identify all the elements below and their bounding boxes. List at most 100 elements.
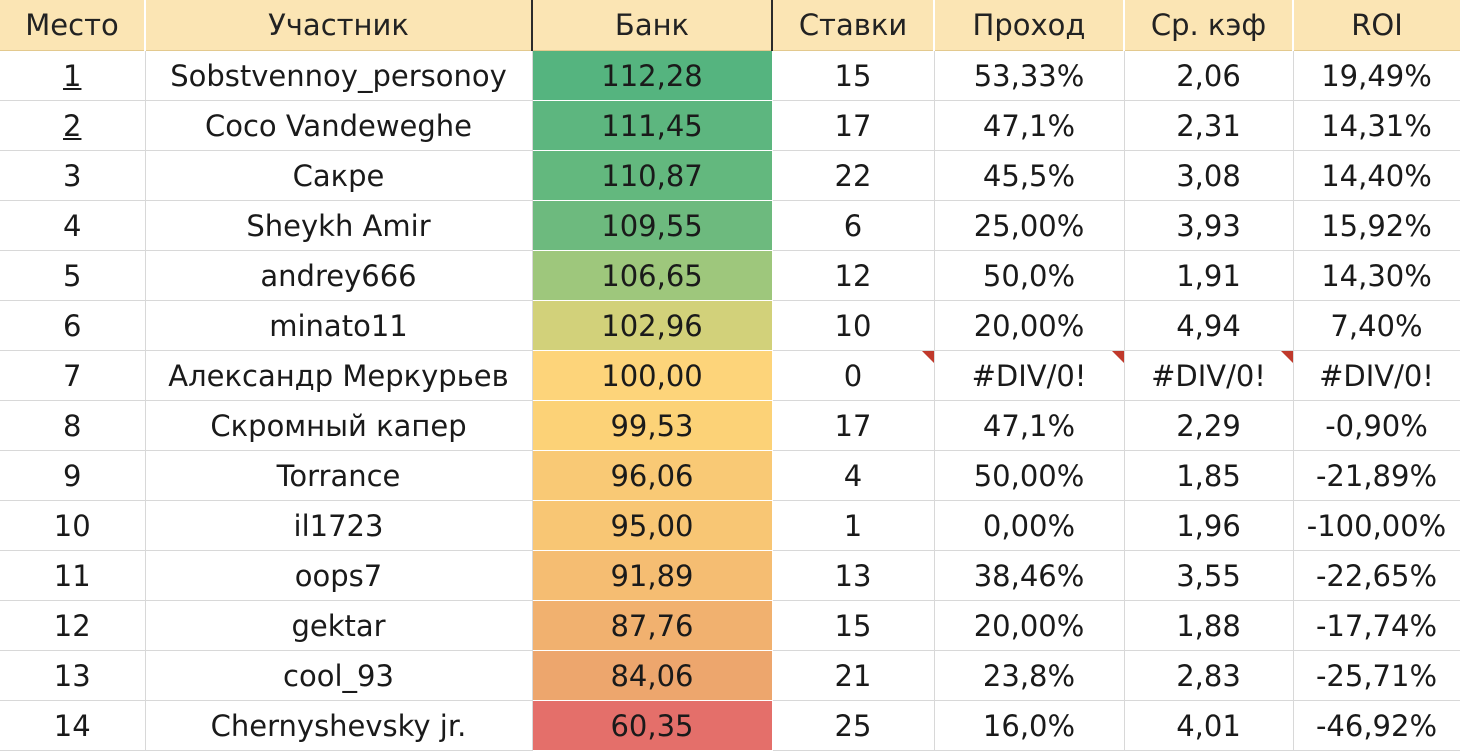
- pass-rate-cell[interactable]: 23,8%: [934, 650, 1125, 701]
- participant-cell[interactable]: andrey666: [145, 250, 533, 301]
- roi-cell[interactable]: -25,71%: [1293, 650, 1460, 701]
- place-cell[interactable]: 6: [0, 300, 146, 351]
- place-cell[interactable]: 4: [0, 200, 146, 251]
- bank-cell[interactable]: 102,96: [532, 300, 773, 351]
- roi-cell[interactable]: 14,30%: [1293, 250, 1460, 301]
- bets-cell[interactable]: 6: [772, 200, 935, 251]
- participant-cell[interactable]: Torrance: [145, 450, 533, 501]
- pass-rate-cell[interactable]: 0,00%: [934, 500, 1125, 551]
- pass-rate-cell[interactable]: 47,1%: [934, 100, 1125, 151]
- header-roi[interactable]: ROI: [1292, 0, 1460, 51]
- participant-cell[interactable]: Coco Vandeweghe: [145, 100, 533, 151]
- avg-odds-cell[interactable]: #DIV/0!: [1124, 350, 1294, 401]
- participant-cell[interactable]: cool_93: [145, 650, 533, 701]
- participant-cell[interactable]: minato11: [145, 300, 533, 351]
- place-cell[interactable]: 5: [0, 250, 146, 301]
- bank-cell[interactable]: 96,06: [532, 450, 773, 501]
- bets-cell[interactable]: 15: [772, 50, 935, 101]
- pass-rate-cell[interactable]: 53,33%: [934, 50, 1125, 101]
- bets-cell[interactable]: 4: [772, 450, 935, 501]
- roi-cell[interactable]: 19,49%: [1293, 50, 1460, 101]
- comment-indicator[interactable]: [1111, 351, 1124, 363]
- bets-cell[interactable]: 17: [772, 100, 935, 151]
- participant-cell[interactable]: Sheykh Amir: [145, 200, 533, 251]
- participant-cell[interactable]: oops7: [145, 550, 533, 601]
- bank-cell[interactable]: 99,53: [532, 400, 773, 451]
- place-cell[interactable]: 12: [0, 600, 146, 651]
- header-place[interactable]: Место: [0, 0, 145, 51]
- bets-cell[interactable]: 10: [772, 300, 935, 351]
- bank-cell[interactable]: 95,00: [532, 500, 773, 551]
- pass-rate-cell[interactable]: 47,1%: [934, 400, 1125, 451]
- pass-rate-cell[interactable]: 50,0%: [934, 250, 1125, 301]
- place-cell[interactable]: 10: [0, 500, 146, 551]
- participant-cell[interactable]: Sobstvennoy_personoy: [145, 50, 533, 101]
- avg-odds-cell[interactable]: 1,91: [1124, 250, 1294, 301]
- bank-cell[interactable]: 109,55: [532, 200, 773, 251]
- roi-cell[interactable]: 7,40%: [1293, 300, 1460, 351]
- bank-cell[interactable]: 110,87: [532, 150, 773, 201]
- bank-cell[interactable]: 91,89: [532, 550, 773, 601]
- participant-cell[interactable]: gektar: [145, 600, 533, 651]
- avg-odds-cell[interactable]: 2,83: [1124, 650, 1294, 701]
- place-cell[interactable]: 9: [0, 450, 146, 501]
- bets-cell[interactable]: 0: [772, 350, 935, 401]
- bets-cell[interactable]: 15: [772, 600, 935, 651]
- bank-cell[interactable]: 60,35: [532, 700, 773, 751]
- pass-rate-cell[interactable]: 20,00%: [934, 300, 1125, 351]
- bets-cell[interactable]: 12: [772, 250, 935, 301]
- participant-cell[interactable]: Александр Меркурьев: [145, 350, 533, 401]
- participant-cell[interactable]: il1723: [145, 500, 533, 551]
- avg-odds-cell[interactable]: 3,55: [1124, 550, 1294, 601]
- avg-odds-cell[interactable]: 3,93: [1124, 200, 1294, 251]
- roi-cell[interactable]: -21,89%: [1293, 450, 1460, 501]
- pass-rate-cell[interactable]: 20,00%: [934, 600, 1125, 651]
- header-avg-odds[interactable]: Ср. кэф: [1123, 0, 1293, 51]
- roi-cell[interactable]: -22,65%: [1293, 550, 1460, 601]
- pass-rate-cell[interactable]: 45,5%: [934, 150, 1125, 201]
- avg-odds-cell[interactable]: 4,01: [1124, 700, 1294, 751]
- bets-cell[interactable]: 21: [772, 650, 935, 701]
- avg-odds-cell[interactable]: 4,94: [1124, 300, 1294, 351]
- bank-cell[interactable]: 111,45: [532, 100, 773, 151]
- place-cell[interactable]: 13: [0, 650, 146, 701]
- comment-indicator[interactable]: [1280, 351, 1293, 363]
- pass-rate-cell[interactable]: 50,00%: [934, 450, 1125, 501]
- roi-cell[interactable]: -100,00%: [1293, 500, 1460, 551]
- avg-odds-cell[interactable]: 2,31: [1124, 100, 1294, 151]
- participant-cell[interactable]: Сакре: [145, 150, 533, 201]
- avg-odds-cell[interactable]: 1,88: [1124, 600, 1294, 651]
- bets-cell[interactable]: 22: [772, 150, 935, 201]
- participant-cell[interactable]: Chernyshevsky jr.: [145, 700, 533, 751]
- avg-odds-cell[interactable]: 1,96: [1124, 500, 1294, 551]
- roi-cell[interactable]: -17,74%: [1293, 600, 1460, 651]
- bank-cell[interactable]: 106,65: [532, 250, 773, 301]
- avg-odds-cell[interactable]: 3,08: [1124, 150, 1294, 201]
- bank-cell[interactable]: 112,28: [532, 50, 773, 101]
- roi-cell[interactable]: 14,31%: [1293, 100, 1460, 151]
- pass-rate-cell[interactable]: 25,00%: [934, 200, 1125, 251]
- place-cell[interactable]: 3: [0, 150, 146, 201]
- bets-cell[interactable]: 13: [772, 550, 935, 601]
- roi-cell[interactable]: -0,90%: [1293, 400, 1460, 451]
- bets-cell[interactable]: 17: [772, 400, 935, 451]
- bets-cell[interactable]: 1: [772, 500, 935, 551]
- roi-cell[interactable]: -46,92%: [1293, 700, 1460, 751]
- place-cell[interactable]: 14: [0, 700, 146, 751]
- place-cell[interactable]: 2: [0, 100, 146, 151]
- pass-rate-cell[interactable]: 38,46%: [934, 550, 1125, 601]
- bank-cell[interactable]: 84,06: [532, 650, 773, 701]
- place-cell[interactable]: 1: [0, 50, 146, 101]
- place-cell[interactable]: 11: [0, 550, 146, 601]
- bank-cell[interactable]: 87,76: [532, 600, 773, 651]
- participant-cell[interactable]: Скромный капер: [145, 400, 533, 451]
- header-bank[interactable]: Банк: [531, 0, 773, 51]
- avg-odds-cell[interactable]: 2,29: [1124, 400, 1294, 451]
- roi-cell[interactable]: 15,92%: [1293, 200, 1460, 251]
- header-bets[interactable]: Ставки: [771, 0, 934, 51]
- comment-indicator[interactable]: [921, 351, 934, 363]
- header-pass-rate[interactable]: Проход: [933, 0, 1124, 51]
- bank-cell[interactable]: 100,00: [532, 350, 773, 401]
- place-cell[interactable]: 7: [0, 350, 146, 401]
- roi-cell[interactable]: 14,40%: [1293, 150, 1460, 201]
